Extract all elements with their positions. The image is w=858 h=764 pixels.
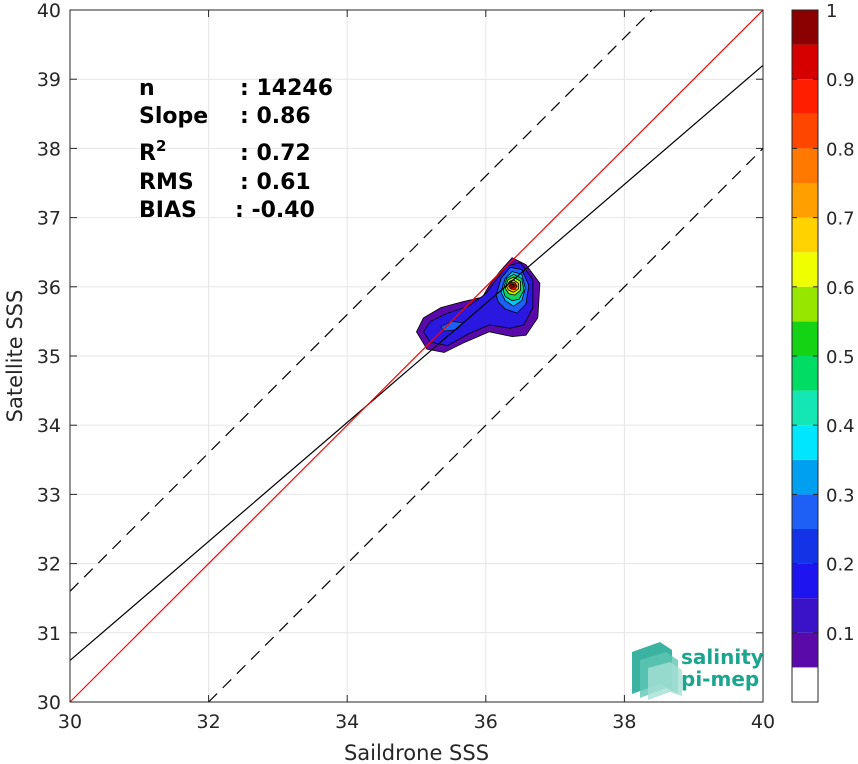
colorbar-band — [792, 113, 818, 149]
x-tick-label: 34 — [335, 711, 359, 733]
x-axis-title: Saildrone SSS — [344, 741, 489, 764]
colorbar-band — [792, 356, 818, 391]
x-tick-label: 30 — [58, 711, 82, 733]
y-tick-label: 30 — [37, 692, 61, 714]
colorbar-band — [792, 217, 818, 253]
colorbar: 0.1 0.2 0.3 0.4 0.5 0.6 0.7 0.8 0.9 1 — [791, 1, 855, 703]
y-axis-title: Satellite SSS — [3, 290, 27, 423]
x-tick-label: 40 — [751, 711, 775, 733]
stat-value: : 0.61 — [240, 170, 311, 195]
colorbar-tick-label: 0.7 — [826, 209, 855, 230]
colorbar-tick-label: 0.2 — [826, 555, 855, 576]
colorbar-band — [792, 425, 818, 460]
y-tick-label: 33 — [37, 484, 61, 506]
logo-waves-icon — [632, 642, 682, 700]
stats-annotation: n : 14246 Slope : 0.86 R2 : 0.72 RMS : 0.61 BIAS… — [139, 76, 333, 223]
colorbar-band — [792, 598, 818, 633]
colorbar-band — [792, 494, 818, 529]
colorbar-band — [792, 79, 818, 114]
logo-line2: pi-mep — [681, 667, 759, 691]
y-tick-label: 39 — [37, 69, 61, 91]
logo-line1: salinity — [681, 645, 764, 669]
colorbar-tick-label: 0.9 — [826, 70, 855, 91]
colorbar-band — [792, 148, 818, 183]
colorbar-band — [792, 667, 818, 702]
x-tick-label: 32 — [197, 711, 221, 733]
y-tick-label: 32 — [37, 554, 61, 576]
reference-lines — [69, 9, 764, 703]
stat-value: : 0.86 — [240, 104, 311, 129]
stat-label: RMS — [139, 170, 194, 195]
colorbar-band — [792, 183, 818, 218]
colorbar-band — [792, 390, 818, 426]
stat-label: Slope — [139, 104, 208, 129]
y-tick-label: 37 — [37, 208, 61, 230]
stat-value: : -0.40 — [235, 198, 315, 223]
stat-label: BIAS — [139, 198, 197, 223]
y-tick-label: 34 — [37, 415, 61, 437]
fit-line — [69, 64, 764, 661]
axis-ticks: 30 32 34 36 38 40 30 31 32 33 34 35 36 37 38 39 40 — [37, 0, 775, 733]
x-tick-label: 36 — [474, 711, 498, 733]
identity-line — [69, 9, 764, 703]
colorbar-tick-label: 0.3 — [826, 485, 855, 506]
y-tick-label: 38 — [37, 138, 61, 160]
density-contour-8 — [510, 283, 516, 288]
stat-label: n — [139, 76, 155, 101]
colorbar-band — [792, 252, 818, 287]
upper-bound-line — [69, 9, 653, 592]
lower-bound-line — [208, 147, 764, 703]
y-tick-label: 35 — [37, 346, 61, 368]
colorbar-band — [792, 632, 818, 668]
y-tick-label: 36 — [37, 277, 61, 299]
colorbar-tick-label: 1 — [826, 1, 837, 22]
colorbar-band — [792, 459, 818, 495]
colorbar-band — [792, 321, 818, 356]
colorbar-tick-label: 0.8 — [826, 139, 855, 160]
colorbar-band — [792, 286, 818, 322]
y-tick-label: 31 — [37, 623, 61, 645]
stat-value: : 0.72 — [240, 141, 311, 166]
salinity-pi-mep-logo: salinity pi-mep — [632, 642, 764, 700]
colorbar-band — [792, 44, 818, 80]
colorbar-tick-label: 0.4 — [826, 416, 855, 437]
colorbar-tick-label: 0.1 — [826, 624, 855, 645]
y-tick-label: 40 — [37, 0, 61, 22]
colorbar-tick-label: 0.5 — [826, 347, 855, 368]
stat-value: : 14246 — [240, 76, 333, 101]
colorbar-tick-label: 0.6 — [826, 278, 855, 299]
colorbar-band — [792, 529, 818, 564]
x-tick-label: 38 — [612, 711, 636, 733]
colorbar-band — [792, 10, 818, 45]
colorbar-band — [792, 563, 818, 599]
stat-label: R2 — [139, 137, 166, 166]
